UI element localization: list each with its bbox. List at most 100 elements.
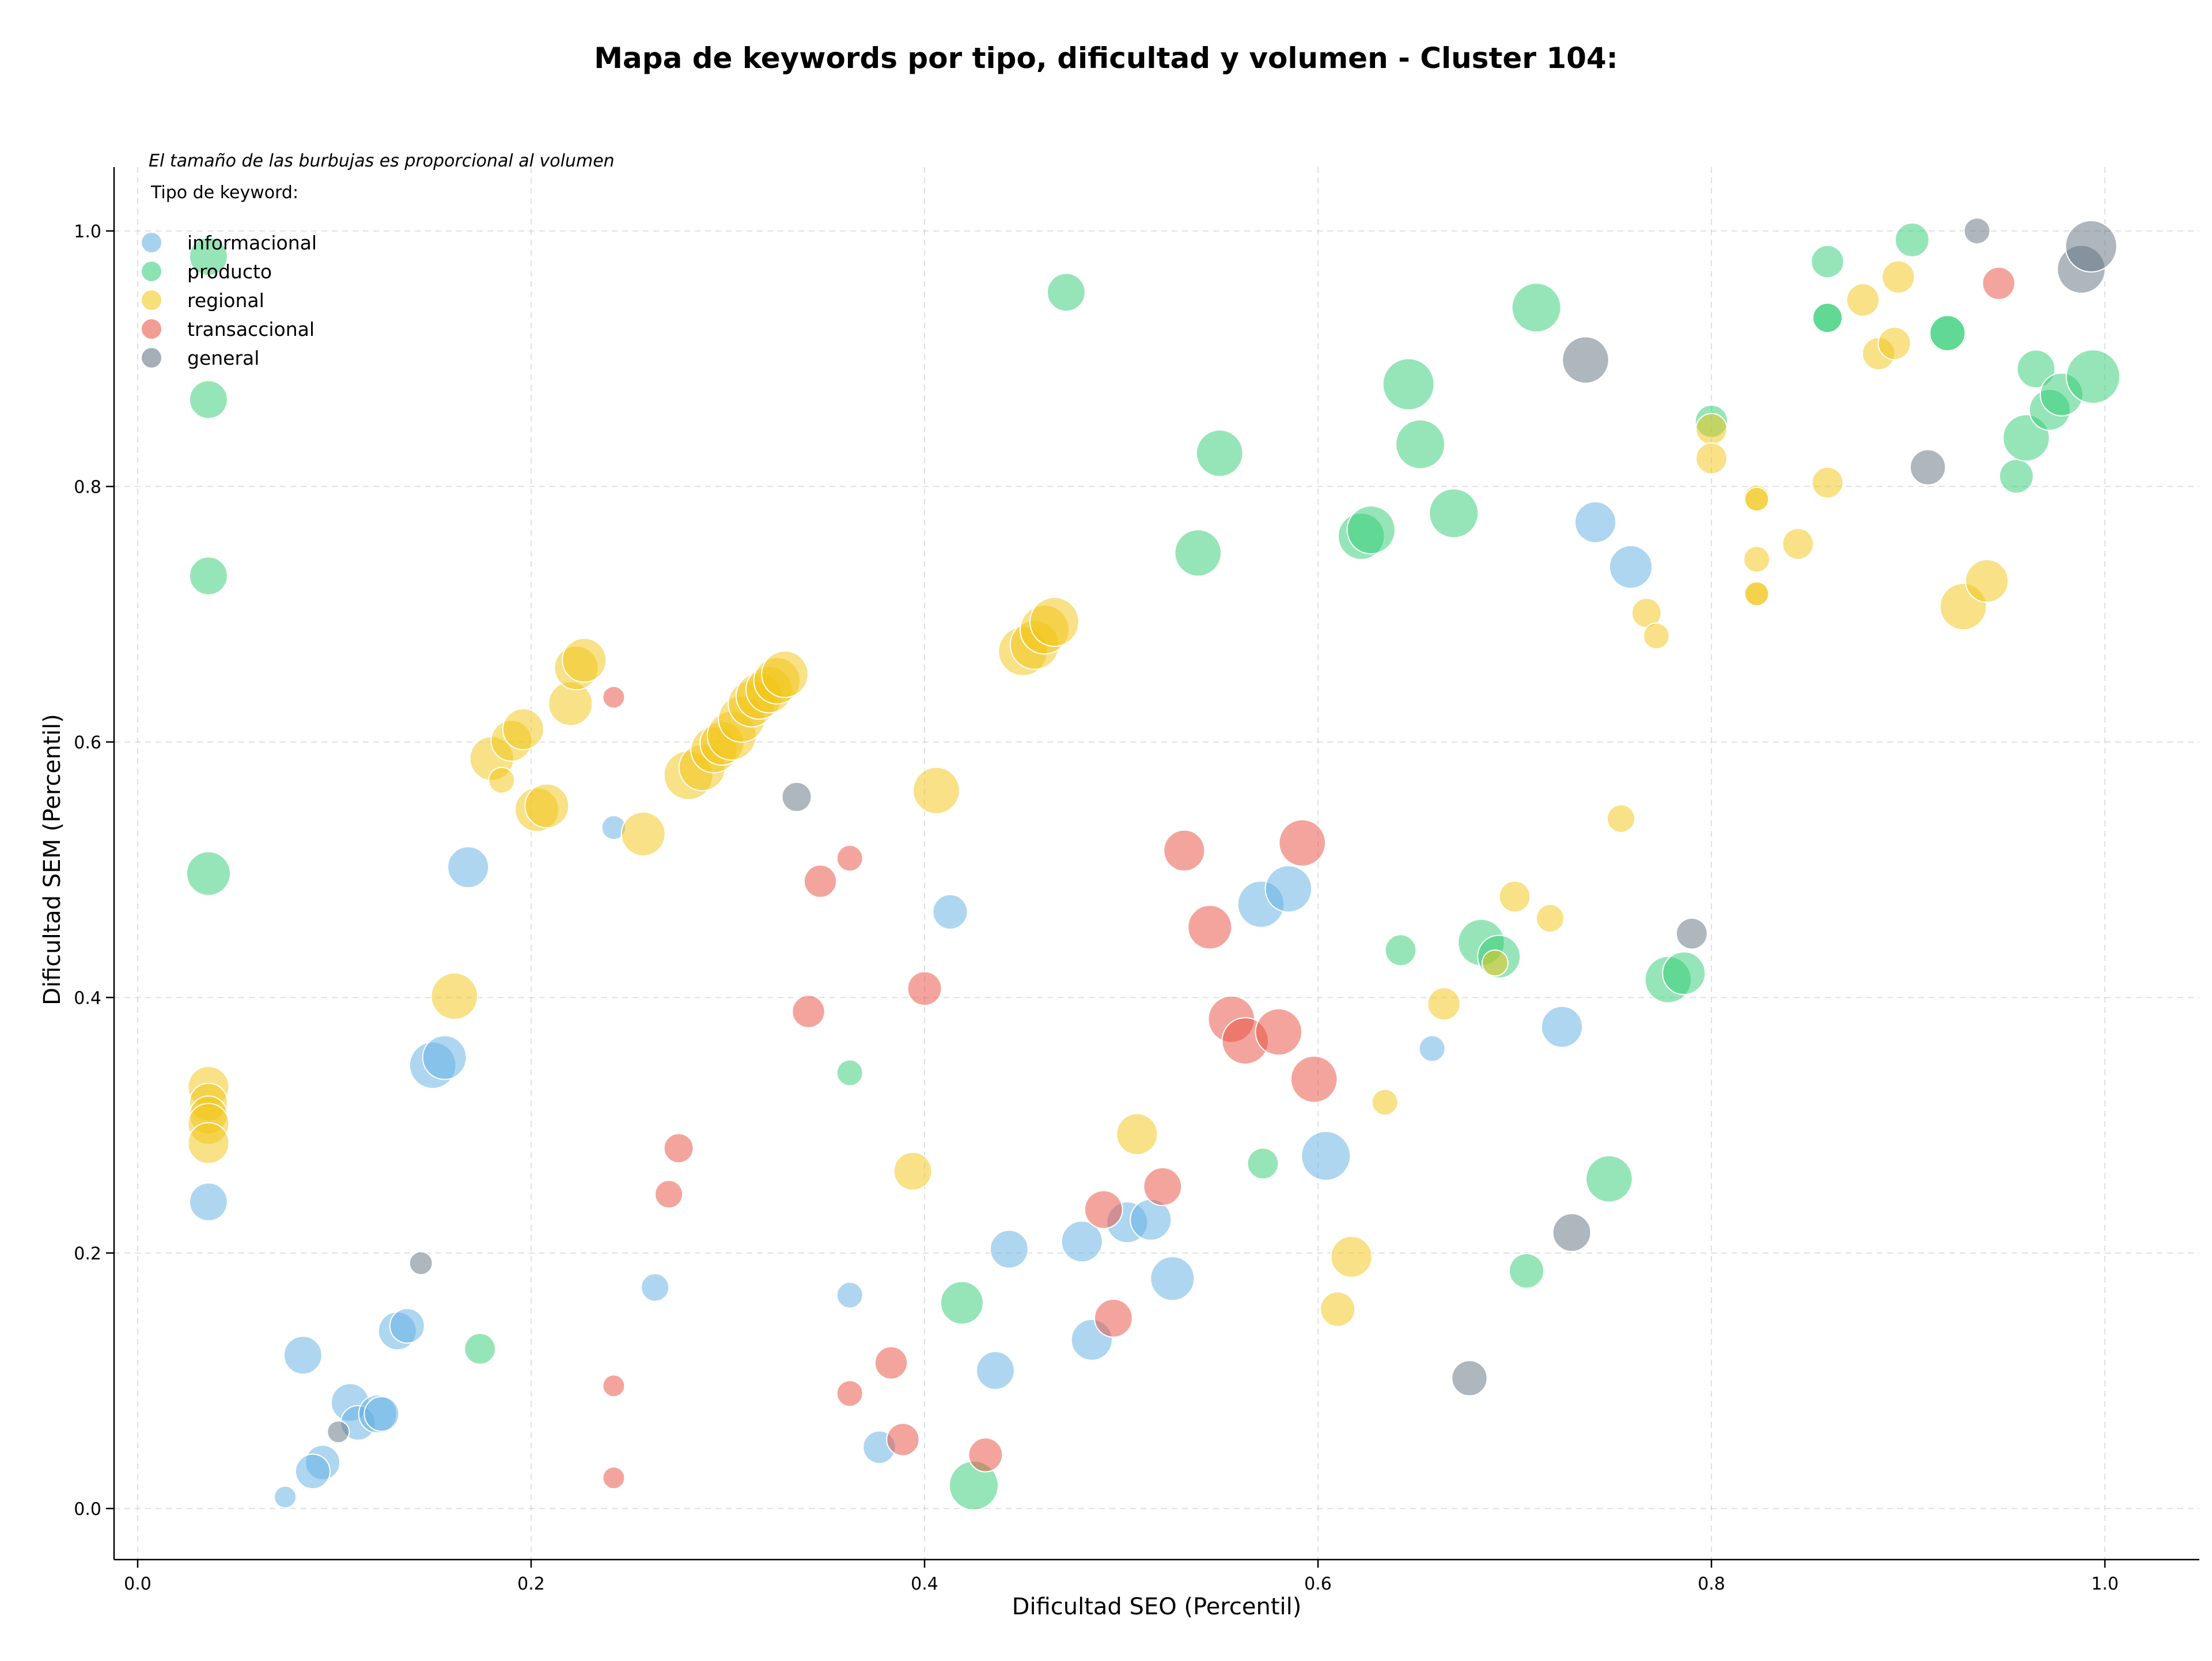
- bubble-regional: [1965, 559, 2009, 603]
- bubble-regional: [1744, 486, 1770, 512]
- bubble-transaccional: [1187, 905, 1233, 950]
- bubble-regional: [1330, 1235, 1373, 1278]
- bubble-regional: [912, 766, 960, 815]
- bubble-producto: [464, 1333, 497, 1365]
- bubble-informacional: [1540, 1005, 1584, 1048]
- bubble-informacional: [932, 894, 968, 930]
- bubble-producto: [2016, 349, 2056, 389]
- bubble-regional: [1606, 804, 1635, 833]
- bubble-transaccional: [602, 1374, 626, 1398]
- bubble-regional: [1744, 581, 1770, 607]
- bubble-general: [1910, 449, 1946, 486]
- bubble-informacional: [1418, 1035, 1446, 1062]
- bubble-transaccional: [663, 1133, 694, 1164]
- y-axis-label: Dificultad SEM (Percentil): [39, 714, 66, 1005]
- bubble-regional: [761, 650, 809, 698]
- legend-marker-regional: [142, 290, 161, 310]
- bubble-producto: [1585, 1155, 1633, 1203]
- bubble-producto: [1929, 315, 1966, 351]
- bubble-informacional: [363, 1396, 400, 1432]
- bubble-producto: [1174, 529, 1222, 577]
- bubble-regional: [1695, 413, 1728, 445]
- bubble-transaccional: [874, 1346, 908, 1380]
- bubble-informacional: [389, 1308, 425, 1344]
- bubble-producto: [185, 851, 231, 896]
- bubble-transaccional: [1255, 1008, 1303, 1056]
- bubble-transaccional: [1163, 829, 1206, 872]
- axes: [113, 167, 2199, 1561]
- bubble-transaccional: [803, 864, 838, 898]
- bubble-regional: [1371, 1088, 1399, 1116]
- bubble-producto: [940, 1281, 984, 1325]
- x-tick-label: 0.4: [911, 1574, 938, 1594]
- tick-marks: 0.0 0.2 0.4 0.6 0.8 1.0 0.0 0.2 0.4 0.6 0.8 1.0: [74, 222, 2119, 1594]
- bubble-regional: [1535, 903, 1565, 933]
- bubble-transaccional: [886, 1422, 920, 1456]
- bubble-producto: [1395, 419, 1446, 470]
- bubble-informacional: [189, 1182, 228, 1222]
- bubble-producto: [1195, 429, 1244, 478]
- bubble-transaccional: [602, 686, 626, 709]
- bubble-transaccional: [907, 971, 942, 1007]
- x-tick-label: 0.0: [124, 1574, 151, 1594]
- legend-label-general: general: [187, 347, 259, 369]
- grid-lines: [114, 167, 2199, 1560]
- size-note: El tamaño de las burbujas es proporciona…: [149, 151, 615, 171]
- x-axis-label: Dificultad SEO (Percentil): [1012, 1594, 1302, 1620]
- bubble-regional: [502, 708, 544, 751]
- bubble-producto: [1662, 951, 1706, 996]
- bubble-producto: [1429, 488, 1479, 539]
- bubble-producto: [1511, 282, 1562, 333]
- bubble-regional: [1320, 1291, 1356, 1327]
- chart-title: Mapa de keywords por tipo, dificultad y …: [594, 41, 1618, 75]
- y-tick-label: 0.4: [74, 988, 101, 1008]
- legend-label-informacional: informacional: [187, 232, 317, 254]
- bubble-regional: [1498, 880, 1531, 913]
- x-tick-label: 0.6: [1304, 1574, 1332, 1594]
- bubble-regional: [1695, 442, 1728, 475]
- bubble-general: [327, 1420, 350, 1444]
- bubble-transaccional: [836, 845, 863, 872]
- legend-label-regional: regional: [187, 289, 264, 312]
- bubble-regional: [1481, 949, 1509, 977]
- bubble-producto: [1346, 505, 1396, 555]
- bubble-general: [1676, 917, 1708, 950]
- bubble-regional: [893, 1151, 933, 1191]
- bubble-informacional: [1264, 865, 1313, 913]
- series-producto: [185, 222, 2121, 1511]
- bubble-regional: [187, 1122, 230, 1164]
- y-tick-label: 1.0: [74, 222, 101, 242]
- legend-marker-general: [142, 348, 161, 368]
- bubble-general: [2065, 220, 2118, 273]
- bubble-informacional: [1609, 545, 1653, 589]
- bubble-regional: [488, 766, 516, 794]
- bubble-transaccional: [1084, 1190, 1123, 1229]
- bubble-regional: [1846, 283, 1880, 317]
- bubble-transaccional: [1290, 1055, 1338, 1103]
- bubble-informacional: [283, 1335, 323, 1375]
- bubble-general: [1552, 1213, 1592, 1253]
- bubble-transaccional: [654, 1179, 684, 1209]
- bubble-general: [781, 781, 812, 812]
- bubble-producto: [1247, 1147, 1279, 1180]
- bubble-informacional: [989, 1229, 1029, 1269]
- bubble-producto: [189, 556, 228, 596]
- bubble-producto: [189, 380, 228, 419]
- bubble-regional: [1811, 466, 1844, 499]
- bubble-producto: [1810, 244, 1844, 279]
- series-general: [327, 217, 2118, 1444]
- bubble-producto: [1894, 222, 1930, 258]
- bubble-regional: [1782, 528, 1815, 561]
- y-tick-label: 0.0: [74, 1499, 101, 1519]
- bubble-producto: [1046, 273, 1086, 312]
- bubble-general: [408, 1251, 433, 1276]
- bubble-regional: [1029, 596, 1080, 647]
- y-tick-label: 0.6: [74, 733, 101, 753]
- bubble-informacional: [447, 846, 490, 888]
- bubble-producto: [1508, 1253, 1545, 1289]
- bubble-general: [1451, 1360, 1488, 1397]
- bubble-producto: [836, 1059, 863, 1087]
- bubble-regional: [1743, 546, 1771, 573]
- bubble-regional: [1642, 622, 1670, 650]
